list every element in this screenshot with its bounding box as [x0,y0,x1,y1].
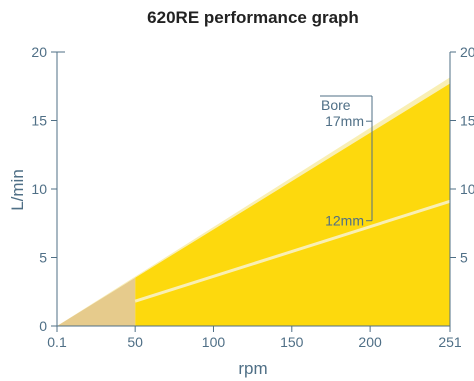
plot-area: 0 5 10 15 20 5 10 15 20 0.1 50 100 150 200 251 Bore17mm… [31,44,474,350]
low-speed-region [57,277,136,326]
series-line-12mm [134,199,451,303]
series-label-17mm: 17mm [325,113,364,129]
x-tick-label: 50 [127,334,143,350]
operating-region [135,83,450,326]
y-tick-label: 10 [31,181,47,197]
y-axis-label: L/min [8,169,27,211]
y-tick-label: 5 [39,250,47,266]
x-tick-label: 251 [438,334,462,350]
right-y-tick-label: 15 [460,113,474,129]
x-tick-label: 100 [202,334,226,350]
bore-label: Bore [321,97,351,113]
right-y-tick-label: 20 [460,44,474,60]
x-axis-label: rpm [238,359,267,378]
y-tick-label: 0 [39,318,47,334]
x-tick-label: 200 [358,334,382,350]
envelope-band [57,77,450,326]
series-label-12mm: 12mm [325,213,364,229]
y-tick-label: 15 [31,113,47,129]
y-tick-label: 20 [31,44,47,60]
x-tick-label: 0.1 [47,334,67,350]
right-y-tick-label: 10 [460,181,474,197]
right-y-tick-label: 5 [460,250,468,266]
chart-title: 620RE performance graph [147,8,359,27]
x-tick-label: 150 [280,334,304,350]
